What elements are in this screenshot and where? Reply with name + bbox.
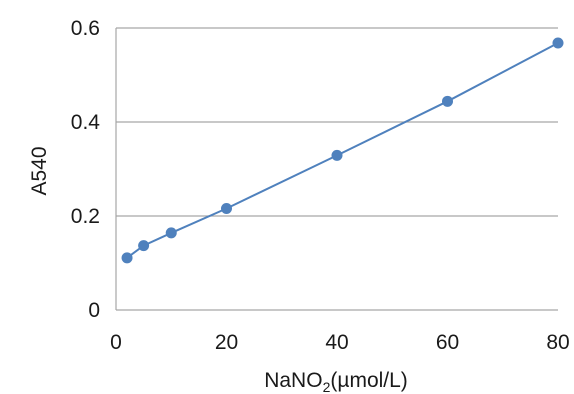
x-axis-label-subscript: 2 [323,379,331,394]
data-point-1 [138,240,150,252]
x-tick-label-1: 20 [215,331,238,354]
data-point-5 [442,95,453,107]
axes [115,28,558,311]
x-axis-label-suffix: (µmol/L) [330,369,407,392]
x-tick-label-0: 0 [110,331,122,354]
series-layer [121,37,564,264]
series-line-0 [126,42,559,259]
x-tick-label-3: 60 [436,331,459,354]
data-point-2 [165,227,177,239]
x-tick-label-2: 40 [325,331,348,354]
x-tick-label-4: 80 [546,331,569,354]
x-axis-label: NaNO2(µmol/L) [264,369,408,394]
y-axis-label: A540 [28,146,51,195]
y-tick-label-1: 0.2 [71,205,100,228]
data-point-0 [121,252,133,264]
data-point-6 [552,37,564,49]
tick-labels: 0 0.2 0.4 0.6 0 20 40 60 80 [71,17,570,354]
y-tick-label-2: 0.4 [71,111,101,134]
y-tick-label-0: 0 [88,299,100,322]
x-axis-label-main: NaNO [264,369,322,392]
y-tick-label-3: 0.6 [71,17,100,40]
gridlines [116,27,558,217]
data-point-4 [331,149,343,161]
data-point-3 [221,202,232,214]
